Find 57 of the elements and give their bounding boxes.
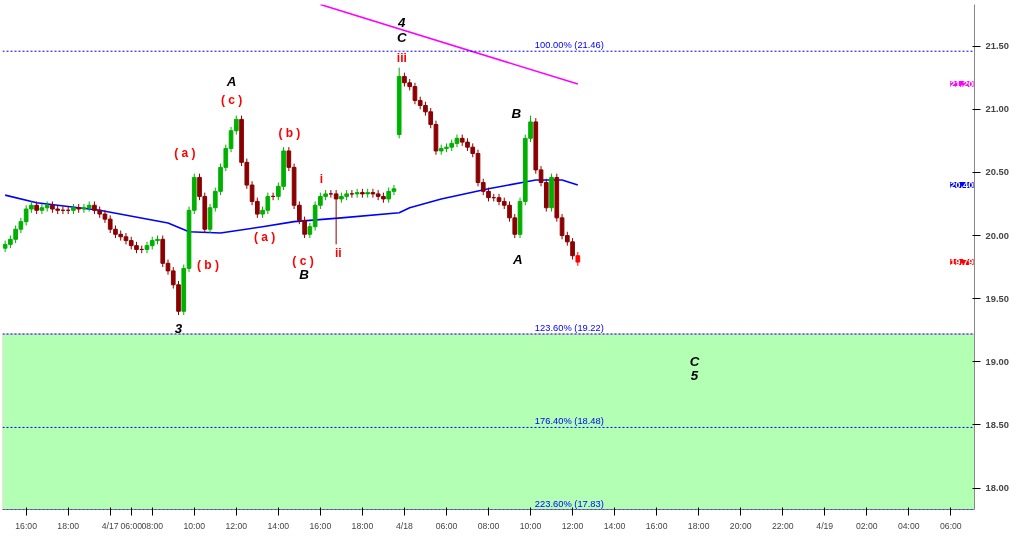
x-tick-label: 14:00 xyxy=(267,520,290,531)
ref-line-label: 123.60% (19.22) xyxy=(534,323,604,334)
ref-line-label: 223.60% (17.83) xyxy=(534,498,604,509)
y-tick-label: 21.00 xyxy=(985,104,1009,115)
annotation: 5 xyxy=(690,368,699,384)
annotation: ( c ) xyxy=(220,93,243,108)
annotation: C xyxy=(397,29,407,45)
annotation: ( b ) xyxy=(196,257,219,272)
ref-line-label: 100.00% (21.46) xyxy=(534,40,604,51)
y-tick-label: 18.00 xyxy=(985,483,1009,494)
x-tick-label: 4/19 xyxy=(816,520,834,531)
annotation: B xyxy=(511,105,522,121)
annotation: A xyxy=(225,74,237,90)
annotation: ( c ) xyxy=(292,253,314,268)
y-tick-label: 18.50 xyxy=(985,419,1009,430)
annotation: 4 xyxy=(397,14,407,30)
x-tick-label: 4/17 xyxy=(101,520,119,531)
annotation: ii xyxy=(334,246,342,261)
x-tick-label: 16:00 xyxy=(309,520,332,531)
x-tick-label: 20:00 xyxy=(729,520,752,531)
annotation: 19.79 xyxy=(950,257,974,268)
x-tick-label: 16:00 xyxy=(645,520,668,531)
x-tick-label: 16:00 xyxy=(15,520,38,531)
x-tick-label: 12:00 xyxy=(225,520,248,531)
x-tick-label: 18:00 xyxy=(57,520,80,531)
x-tick-label: 12:00 xyxy=(561,520,584,531)
y-tick-label: 19.00 xyxy=(985,356,1009,367)
annotation: C xyxy=(689,354,700,370)
annotation: 3 xyxy=(174,321,183,337)
x-tick-label: 08:00 xyxy=(141,520,164,531)
annotation: ( b ) xyxy=(278,126,301,141)
x-tick-label: 22:00 xyxy=(771,520,794,531)
annotation: ( a ) xyxy=(174,146,196,161)
annotation: A xyxy=(512,252,523,268)
x-tick-label: 4/18 xyxy=(396,520,414,531)
y-tick-label: 20.50 xyxy=(985,167,1009,178)
x-tick-label: 04:00 xyxy=(897,520,920,531)
annotation: 21.20 xyxy=(950,79,974,90)
annotation: B xyxy=(299,267,310,283)
y-tick-label: 21.50 xyxy=(985,41,1009,52)
ref-line-label: 176.40% (18.48) xyxy=(534,416,604,427)
x-tick-label: 18:00 xyxy=(351,520,374,531)
x-tick-label: 02:00 xyxy=(855,520,878,531)
y-tick-label: 19.50 xyxy=(985,293,1009,304)
x-tick-label: 10:00 xyxy=(183,520,206,531)
annotation: i xyxy=(319,171,324,186)
annotation: ( a ) xyxy=(254,229,276,244)
x-tick-label: 06:00 xyxy=(120,520,143,531)
x-tick-label: 18:00 xyxy=(687,520,710,531)
annotation: iii xyxy=(396,50,407,65)
x-tick-label: 10:00 xyxy=(519,520,542,531)
annotation: 20.40 xyxy=(950,180,974,191)
x-tick-label: 06:00 xyxy=(940,520,962,531)
x-tick-label: 08:00 xyxy=(477,520,500,531)
x-tick-label: 14:00 xyxy=(603,520,626,531)
x-tick-label: 06:00 xyxy=(435,520,458,531)
y-tick-label: 20.00 xyxy=(985,230,1009,241)
